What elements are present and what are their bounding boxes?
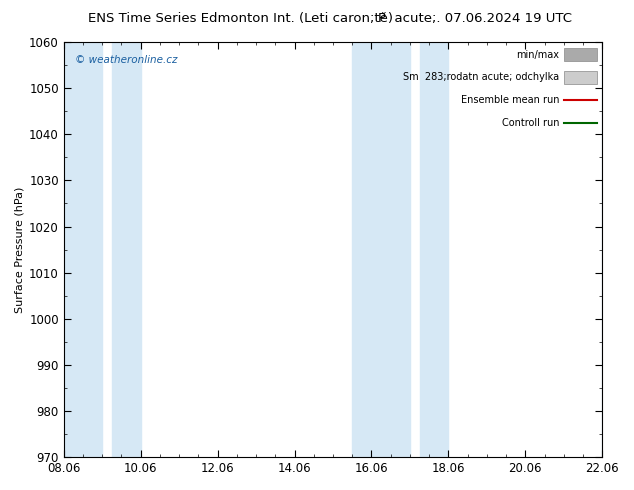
Text: Sm  283;rodatn acute; odchylka: Sm 283;rodatn acute; odchylka [403,73,559,82]
Bar [564,71,597,84]
Bar [353,42,410,457]
Bar [420,42,448,457]
Bar [112,42,141,457]
Text: Controll run: Controll run [501,118,559,128]
Y-axis label: Surface Pressure (hPa): Surface Pressure (hPa) [15,186,25,313]
Text: © weatheronline.cz: © weatheronline.cz [75,54,177,65]
Text: min/max: min/max [516,49,559,59]
Text: ENS Time Series Edmonton Int. (Leti caron;tě): ENS Time Series Edmonton Int. (Leti caro… [88,12,394,25]
Bar [564,49,597,61]
Text: Ensemble mean run: Ensemble mean run [461,95,559,105]
Bar [64,42,102,457]
Bar [602,42,634,457]
Text: P  acute;. 07.06.2024 19 UTC: P acute;. 07.06.2024 19 UTC [378,12,573,25]
